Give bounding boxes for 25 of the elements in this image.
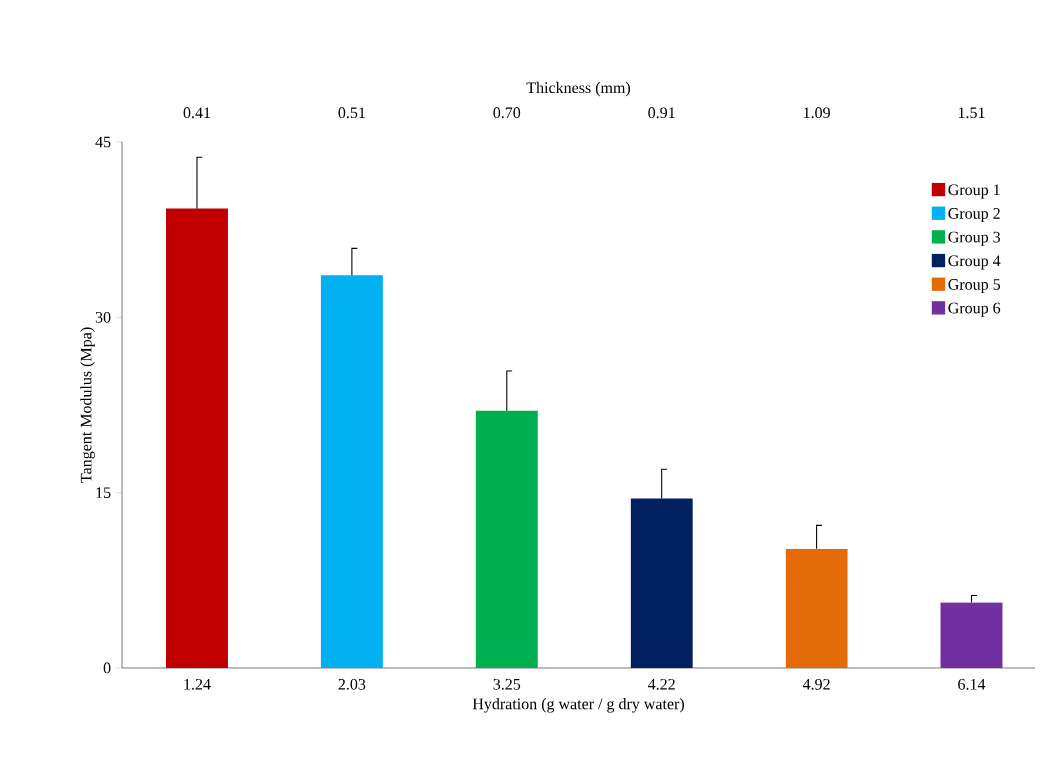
x-tick-label: 4.22	[648, 678, 675, 690]
legend-label: Group 4	[948, 255, 1001, 270]
x-tick-label: 2.03	[338, 678, 366, 690]
x-tick-label: 1.24	[184, 678, 211, 690]
text: 0.41	[183, 107, 211, 119]
legend-label: Group 5	[948, 279, 1001, 294]
y-tick-label: 15	[96, 487, 111, 498]
legend-label: Group 1	[948, 184, 1000, 199]
text: 0.51	[338, 107, 365, 119]
y-tick-label: 0	[103, 662, 111, 674]
text: 1.09	[803, 107, 830, 119]
x-tick-label: 3.25	[493, 678, 521, 690]
x-tick-label: 6.14	[958, 678, 986, 690]
text: 0.91	[648, 107, 675, 119]
text: 0.70	[493, 107, 521, 119]
x2-axis-title: Thickness (mm)	[526, 81, 631, 97]
y-tick-label: 30	[95, 311, 111, 323]
x-tick-label: 4.92	[802, 678, 830, 690]
y-tick-label: 45	[95, 136, 111, 148]
legend-label: Group 3	[948, 231, 1001, 246]
y-axis-title: Tangent Modulus (Mpa)	[80, 327, 95, 483]
x-axis-title: Hydration (g water / g dry water)	[472, 698, 684, 713]
legend-label: Group 2	[948, 208, 1000, 223]
text: 1.51	[958, 107, 985, 119]
legend-label: Group 6	[948, 302, 1001, 317]
